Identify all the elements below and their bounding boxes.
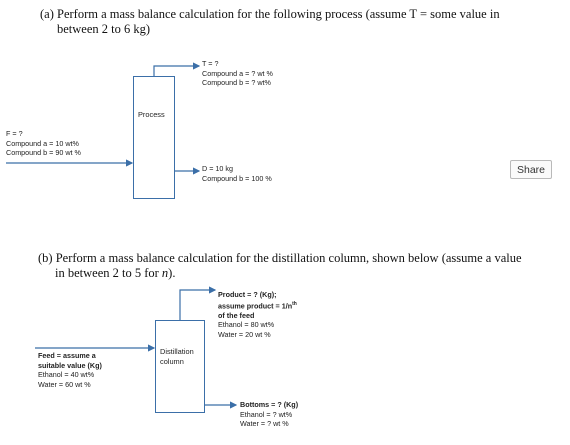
product-line1: Product = ? (Kg); bbox=[218, 290, 277, 299]
top-stream-t: T = ? bbox=[202, 59, 219, 68]
column-label-line2: column bbox=[160, 357, 184, 366]
share-button[interactable]: Share bbox=[510, 160, 552, 179]
feed-a-labels: F = ? Compound a = 10 wt% Compound b = 9… bbox=[6, 129, 81, 158]
bottoms-ethanol: Ethanol = ? wt% bbox=[240, 409, 293, 419]
process-label: Process bbox=[138, 110, 165, 119]
product-line2: assume product = 1/nth bbox=[218, 300, 297, 310]
product-line5: Water = 20 wt % bbox=[218, 329, 271, 339]
question-a-line1: (a) Perform a mass balance calculation f… bbox=[40, 7, 500, 21]
product-line4: Ethanol = 80 wt% bbox=[218, 320, 275, 330]
feed-b-line1: Feed = assume a bbox=[38, 351, 96, 360]
process-box bbox=[133, 76, 175, 199]
distillation-column-label: Distillation column bbox=[160, 347, 194, 367]
feed-b-labels: Feed = assume a suitable value (Kg) Etha… bbox=[38, 351, 102, 389]
bottom-a-d: D = 10 kg bbox=[202, 164, 233, 173]
question-b-line2-suffix: ). bbox=[168, 266, 176, 280]
column-label-line1: Distillation bbox=[160, 347, 194, 356]
question-b-line2-prefix: in between 2 to 5 for bbox=[55, 266, 162, 280]
bottom-a-labels: D = 10 kg Compound b = 100 % bbox=[202, 164, 272, 183]
top-a-line bbox=[153, 62, 201, 76]
top-stream-compound-b: Compound b = ? wt% bbox=[202, 78, 271, 88]
feed-a-compound-b: Compound b = 90 wt % bbox=[6, 148, 81, 158]
bottom-a-compound-b: Compound b = 100 % bbox=[202, 173, 272, 183]
top-stream-labels: T = ? Compound a = ? wt % Compound b = ?… bbox=[202, 59, 273, 88]
feed-b-water: Water = 60 wt % bbox=[38, 379, 91, 389]
question-b-var: n bbox=[161, 266, 169, 280]
bottoms-line1: Bottoms = ? (Kg) bbox=[240, 400, 299, 409]
product-b-line bbox=[179, 286, 217, 320]
product-line3: of the feed bbox=[218, 310, 255, 320]
question-a: (a) Perform a mass balance calculation f… bbox=[40, 7, 560, 37]
feed-a-compound-a: Compound a = 10 wt% bbox=[6, 138, 79, 148]
feed-b-ethanol: Ethanol = 40 wt% bbox=[38, 370, 95, 380]
product-labels: Product = ? (Kg); assume product = 1/nth… bbox=[218, 290, 297, 339]
top-stream-compound-a: Compound a = ? wt % bbox=[202, 68, 273, 78]
feed-b-line2: suitable value (Kg) bbox=[38, 360, 102, 370]
bottoms-labels: Bottoms = ? (Kg) Ethanol = ? wt% Water =… bbox=[240, 400, 298, 429]
question-b: (b) Perform a mass balance calculation f… bbox=[38, 251, 568, 281]
distillation-column-box bbox=[155, 320, 205, 413]
feed-a-f: F = ? bbox=[6, 129, 23, 138]
question-a-line2: between 2 to 6 kg) bbox=[57, 22, 151, 36]
question-b-line1: (b) Perform a mass balance calculation f… bbox=[38, 251, 522, 265]
bottoms-water: Water = ? wt % bbox=[240, 419, 289, 429]
